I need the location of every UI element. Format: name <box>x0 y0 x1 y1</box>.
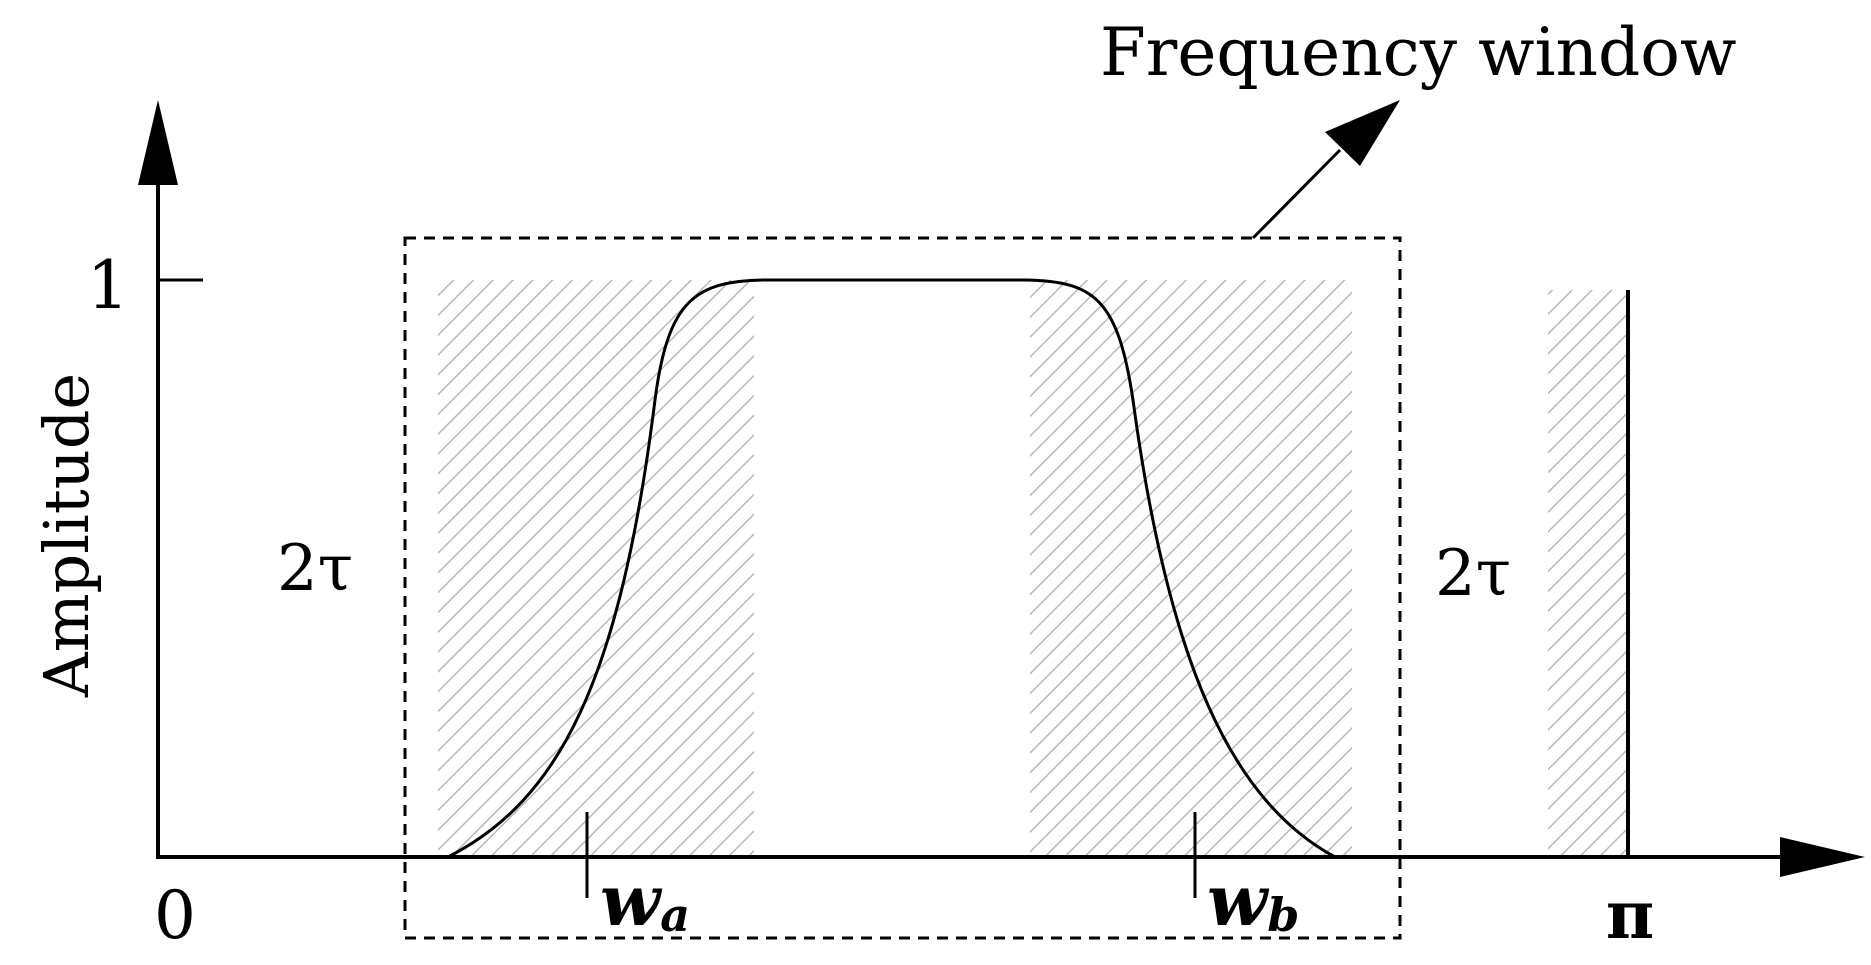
hatched-region-right <box>1030 280 1352 857</box>
diagram-title: Frequency window <box>1100 14 1737 91</box>
pointer-line <box>1251 148 1342 240</box>
hatched-region-edge <box>1548 290 1626 857</box>
frequency-window-box <box>403 236 1402 940</box>
y-axis-arrow <box>138 100 178 185</box>
wb-label-base: w <box>1207 859 1270 942</box>
x-axis-arrow <box>1780 837 1865 877</box>
wb-label-sub: b <box>1267 888 1299 942</box>
hatched-region-left <box>438 280 754 857</box>
wa-label-sub: a <box>660 888 690 942</box>
wa-label: wa <box>600 859 690 942</box>
y-tick-label: 1 <box>87 247 129 324</box>
wb-label: wb <box>1207 859 1299 942</box>
pointer-arrowhead <box>1325 100 1400 166</box>
x-origin-label: 0 <box>154 877 196 954</box>
band-label-left: 2τ <box>277 532 353 606</box>
wa-label-base: w <box>600 859 663 942</box>
window-curve <box>447 278 1336 859</box>
y-axis-label: Amplitude <box>30 373 103 698</box>
x-end-label: π <box>1606 876 1654 954</box>
band-label-right: 2τ <box>1435 537 1511 611</box>
